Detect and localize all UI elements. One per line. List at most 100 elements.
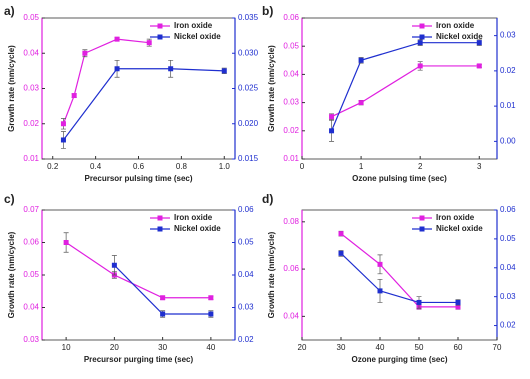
marker: [476, 63, 482, 69]
series-line: [340, 233, 458, 308]
y-tick-label: 0.06: [283, 264, 299, 273]
x-tick-label: 70: [493, 343, 502, 352]
x-tick-label: 0.4: [90, 162, 102, 171]
legend-label: Nickel oxide: [174, 32, 221, 41]
marker: [114, 36, 120, 42]
subplot: c) 10 20 30 40 0.03 0.04 0.05 0.06 0.07 0.02 0.03 0.…: [4, 192, 254, 364]
series-line: [331, 65, 480, 118]
marker: [417, 63, 423, 69]
x-axis-label: Precursor pulsing time (sec): [84, 174, 192, 183]
y-tick-label: 0.06: [283, 13, 299, 22]
marker: [208, 311, 214, 317]
y-tick-label: 0.05: [23, 270, 39, 279]
y2-tick-label: 0.025: [238, 84, 259, 93]
y-tick-label: 0.04: [283, 311, 299, 320]
y-tick-label: 0.02: [23, 119, 39, 128]
subplot: a) 0.2 0.4 0.6 0.8 1.0 0.01 0.02 0.03 0.04 0.05 0.0…: [4, 4, 259, 183]
marker: [168, 66, 174, 72]
y-tick-label: 0.04: [23, 48, 39, 57]
panel-label: b): [262, 4, 273, 18]
subplot: d) 20 30 40 50 60 70 0.04 0.06 0.08 0.02 0.03 0.04 0.…: [262, 192, 516, 364]
y-tick-label: 0.04: [23, 303, 39, 312]
series-line: [340, 252, 458, 304]
marker: [358, 57, 364, 63]
legend-label: Iron oxide: [174, 213, 213, 222]
legend-label: Nickel oxide: [436, 32, 483, 41]
marker: [338, 250, 344, 256]
x-axis-label: Ozone purging time (sec): [351, 355, 447, 364]
y-axis-label: Growth rate (nm/cycle): [267, 231, 276, 318]
marker: [160, 311, 166, 317]
y2-tick-label: 0.03: [500, 292, 516, 301]
x-tick-label: 60: [454, 343, 463, 352]
x-tick-label: 3: [477, 162, 482, 171]
series-line: [62, 38, 150, 124]
marker: [329, 128, 335, 134]
x-tick-label: 0.8: [176, 162, 188, 171]
x-axis-label: Ozone pulsing time (sec): [352, 174, 447, 183]
x-tick-label: 30: [158, 343, 167, 352]
y-tick-label: 0.05: [283, 41, 299, 50]
x-tick-label: 40: [376, 343, 385, 352]
y2-tick-label: 0.04: [500, 263, 516, 272]
y2-tick-label: 0.015: [238, 154, 259, 163]
y-tick-label: 0.04: [283, 70, 299, 79]
y-tick-label: 0.03: [283, 98, 299, 107]
marker: [417, 40, 423, 46]
marker: [71, 93, 77, 99]
y-tick-label: 0.02: [283, 126, 299, 135]
marker: [114, 66, 120, 72]
y-tick-label: 0.08: [283, 217, 299, 226]
y2-tick-label: 0.03: [500, 31, 516, 40]
series-line: [62, 68, 225, 141]
y2-tick-label: 0.00: [500, 136, 516, 145]
y-tick-label: 0.01: [283, 154, 299, 163]
marker: [60, 121, 66, 127]
y2-tick-label: 0.030: [238, 48, 259, 57]
x-tick-label: 1: [359, 162, 364, 171]
legend-marker: [157, 215, 163, 221]
marker: [358, 100, 364, 106]
x-tick-label: 2: [418, 162, 423, 171]
legend-marker: [419, 215, 425, 221]
x-tick-label: 0: [300, 162, 305, 171]
legend-marker: [419, 226, 425, 232]
marker: [221, 68, 227, 74]
y-axis-label: Growth rate (nm/cycle): [267, 45, 276, 132]
legend-label: Nickel oxide: [174, 224, 221, 233]
y-tick-label: 0.03: [23, 335, 39, 344]
marker: [377, 288, 383, 294]
x-tick-label: 20: [110, 343, 119, 352]
y2-tick-label: 0.04: [238, 270, 254, 279]
marker: [60, 137, 66, 143]
panel-label: d): [262, 192, 273, 206]
subplot: b) 0 1 2 3 0.01 0.02 0.03 0.04 0.05 0.06 0.00 0.01 0.…: [262, 4, 516, 183]
y2-tick-label: 0.06: [500, 205, 516, 214]
marker: [329, 114, 335, 120]
marker: [208, 295, 214, 301]
marker: [476, 40, 482, 46]
panel-label: c): [4, 192, 15, 206]
marker: [416, 299, 422, 305]
legend-marker: [419, 34, 425, 40]
series-line: [113, 264, 211, 315]
x-tick-label: 0.6: [133, 162, 145, 171]
marker: [111, 262, 117, 268]
x-tick-label: 30: [337, 343, 346, 352]
y2-tick-label: 0.05: [500, 234, 516, 243]
y2-tick-label: 0.03: [238, 303, 254, 312]
y2-tick-label: 0.05: [238, 238, 254, 247]
x-tick-label: 40: [206, 343, 215, 352]
y-tick-label: 0.05: [23, 13, 39, 22]
panel-label: a): [4, 4, 15, 18]
legend-marker: [157, 226, 163, 232]
y-tick-label: 0.06: [23, 238, 39, 247]
marker: [82, 50, 88, 56]
x-tick-label: 0.2: [47, 162, 59, 171]
y2-tick-label: 0.020: [238, 119, 259, 128]
legend-label: Iron oxide: [174, 21, 213, 30]
legend-label: Nickel oxide: [436, 224, 483, 233]
y2-tick-label: 0.035: [238, 13, 259, 22]
x-tick-label: 1.0: [219, 162, 231, 171]
